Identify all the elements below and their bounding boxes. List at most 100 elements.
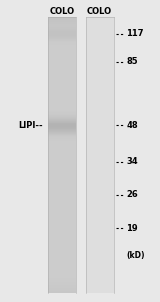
Bar	[48, 207, 76, 208]
Bar	[48, 197, 76, 198]
Bar	[48, 31, 76, 32]
Bar	[48, 114, 76, 115]
Bar	[48, 289, 76, 290]
Bar	[48, 243, 76, 244]
Bar	[48, 25, 76, 26]
Bar	[48, 54, 76, 55]
Bar	[48, 270, 76, 271]
Text: COLO: COLO	[49, 7, 75, 16]
Bar	[48, 65, 76, 66]
Bar	[48, 108, 76, 109]
Bar	[48, 163, 76, 164]
Bar	[48, 223, 76, 224]
Bar	[48, 183, 76, 184]
Bar	[48, 53, 76, 54]
Bar	[48, 210, 76, 211]
Bar	[48, 286, 76, 287]
Bar	[48, 51, 76, 52]
Bar	[48, 35, 76, 36]
Bar	[48, 113, 76, 114]
Bar	[48, 236, 76, 237]
Bar	[48, 271, 76, 272]
Bar	[48, 150, 76, 151]
Bar	[48, 38, 76, 39]
Bar	[48, 201, 76, 202]
Bar	[48, 21, 76, 22]
Bar	[48, 78, 76, 79]
Bar	[48, 199, 76, 200]
Bar	[48, 248, 76, 249]
Bar	[48, 94, 76, 95]
Bar	[48, 245, 76, 246]
Bar	[48, 185, 76, 186]
Bar	[48, 125, 76, 126]
Bar	[48, 247, 76, 248]
Text: 19: 19	[126, 223, 138, 233]
Bar	[48, 198, 76, 199]
Bar	[48, 287, 76, 288]
Bar	[48, 66, 76, 67]
Bar	[48, 81, 76, 82]
Bar	[48, 168, 76, 169]
Bar	[48, 73, 76, 74]
Bar	[48, 177, 76, 178]
Bar	[48, 230, 76, 231]
Bar	[48, 273, 76, 274]
Bar	[48, 158, 76, 159]
Bar	[48, 175, 76, 176]
Bar	[48, 179, 76, 180]
Bar	[48, 192, 76, 193]
Bar	[48, 105, 76, 106]
Bar	[48, 120, 76, 121]
Bar	[48, 266, 76, 267]
Bar	[48, 291, 76, 292]
Bar	[48, 64, 76, 65]
Bar	[48, 63, 76, 64]
Bar	[48, 98, 76, 99]
Bar	[48, 143, 76, 144]
Bar	[48, 30, 76, 31]
Bar	[48, 55, 76, 56]
Bar	[48, 202, 76, 203]
Bar	[48, 171, 76, 172]
Bar	[48, 106, 76, 107]
Bar	[48, 138, 76, 139]
Bar	[48, 17, 76, 18]
Bar	[48, 237, 76, 238]
Bar	[48, 129, 76, 130]
Bar	[48, 219, 76, 220]
Bar	[48, 214, 76, 215]
Bar	[48, 241, 76, 242]
Bar	[48, 88, 76, 89]
Bar	[48, 250, 76, 251]
Bar	[48, 180, 76, 181]
Bar	[48, 267, 76, 268]
Bar	[48, 148, 76, 149]
Bar	[48, 87, 76, 88]
Bar	[48, 229, 76, 230]
Bar	[48, 193, 76, 194]
Bar	[48, 52, 76, 53]
Bar	[48, 232, 76, 233]
Bar	[48, 133, 76, 134]
Bar	[48, 246, 76, 247]
Bar	[48, 92, 76, 93]
Bar	[48, 244, 76, 245]
Bar	[48, 84, 76, 85]
Bar	[48, 156, 76, 157]
Bar	[48, 279, 76, 280]
Bar	[48, 118, 76, 119]
Bar	[48, 76, 76, 77]
Bar	[48, 172, 76, 173]
Bar	[48, 260, 76, 261]
Bar	[48, 162, 76, 163]
Bar	[48, 235, 76, 236]
Bar	[48, 290, 76, 291]
Bar	[48, 276, 76, 277]
Bar	[48, 49, 76, 50]
Bar	[48, 194, 76, 195]
Bar	[48, 20, 76, 21]
Bar	[48, 265, 76, 266]
Bar	[48, 254, 76, 255]
Bar	[48, 26, 76, 27]
